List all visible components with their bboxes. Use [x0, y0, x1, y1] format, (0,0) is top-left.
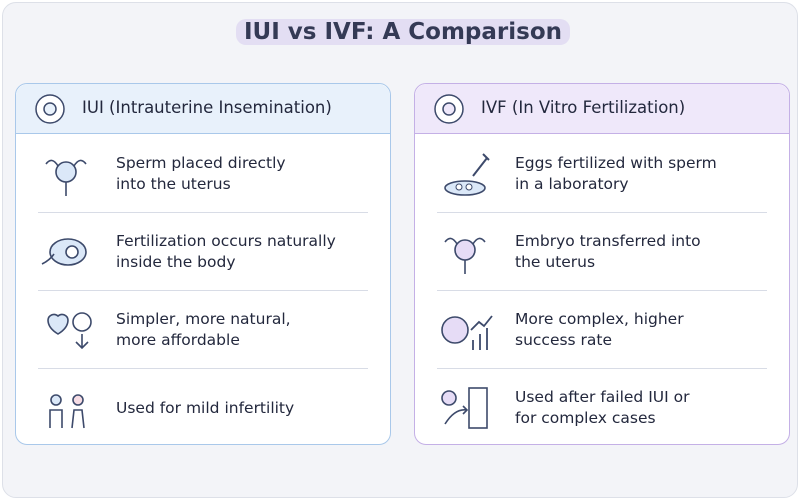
column-header: IVF (In Vitro Fertilization) [415, 84, 789, 134]
item-icon [38, 150, 98, 204]
column-card: IVF (In Vitro Fertilization) Eggs fertili… [414, 83, 790, 445]
title: IUI vs IVF: A Comparison [235, 19, 571, 45]
icon [35, 94, 65, 124]
item-text: Used for mild infertility [116, 398, 294, 419]
item-icon [437, 384, 497, 438]
title-wrap: IUI vs IVF: A Comparison [3, 19, 800, 45]
item-icon [437, 228, 497, 282]
divider [437, 290, 767, 291]
comparison-item: Used after failed IUI or for complex case… [415, 370, 789, 448]
column-card: IUI (Intrauterine Insemination) Sperm pla… [15, 83, 391, 445]
item-text: Embryo transferred into the uterus [515, 231, 701, 273]
item-line: inside the body [116, 253, 236, 271]
icon [47, 312, 92, 350]
item-icon [38, 384, 98, 438]
comparison-item: Fertilization occurs naturally inside the… [16, 214, 390, 292]
item-icon [437, 150, 497, 204]
item-text: Fertilization occurs naturally inside the… [116, 231, 336, 273]
icon [441, 315, 493, 350]
column-heading: IVF (In Vitro Fertilization) [481, 98, 686, 117]
divider [38, 290, 368, 291]
icon [49, 394, 85, 429]
item-line: for complex cases [515, 409, 656, 427]
header-icon [429, 92, 469, 130]
icon [441, 387, 488, 429]
icon [45, 159, 87, 196]
icon [41, 238, 87, 266]
column-heading: IUI (Intrauterine Insemination) [82, 98, 332, 117]
comparison-item: Used for mild infertility [16, 370, 390, 448]
item-line: Fertilization occurs naturally [116, 232, 336, 250]
item-text: Simpler, more natural, more affordable [116, 309, 291, 351]
item-line: success rate [515, 331, 613, 349]
divider [38, 368, 368, 369]
comparison-item: Sperm placed directly into the uterus [16, 136, 390, 214]
icon [444, 153, 490, 196]
item-line: more affordable [116, 331, 240, 349]
header-icon [30, 92, 70, 130]
column-header: IUI (Intrauterine Insemination) [16, 84, 390, 134]
item-line: Simpler, more natural, [116, 310, 291, 328]
item-icon [38, 306, 98, 360]
item-text: Eggs fertilized with sperm in a laborator… [515, 153, 717, 195]
item-line: Used for mild infertility [116, 398, 295, 417]
divider [437, 212, 767, 213]
item-text: Sperm placed directly into the uterus [116, 153, 286, 195]
item-line: Embryo transferred into [515, 232, 701, 250]
item-line: in a laboratory [515, 175, 629, 193]
item-line: Sperm placed directly [116, 154, 286, 172]
icon [434, 94, 464, 124]
icon [444, 237, 486, 274]
comparison-item: More complex, higher success rate [415, 292, 789, 370]
item-line: into the uterus [116, 175, 231, 193]
item-text: More complex, higher success rate [515, 309, 684, 351]
comparison-item: Simpler, more natural, more affordable [16, 292, 390, 370]
item-icon [38, 228, 98, 282]
divider [38, 212, 368, 213]
item-line: More complex, higher [515, 310, 684, 328]
comparison-item: Eggs fertilized with sperm in a laborator… [415, 136, 789, 214]
item-line: Used after failed IUI or [515, 388, 690, 406]
item-line: Eggs fertilized with sperm [515, 154, 717, 172]
item-icon [437, 306, 497, 360]
item-line: the uterus [515, 253, 596, 271]
item-text: Used after failed IUI or for complex case… [515, 387, 689, 429]
comparison-item: Embryo transferred into the uterus [415, 214, 789, 292]
divider [437, 368, 767, 369]
